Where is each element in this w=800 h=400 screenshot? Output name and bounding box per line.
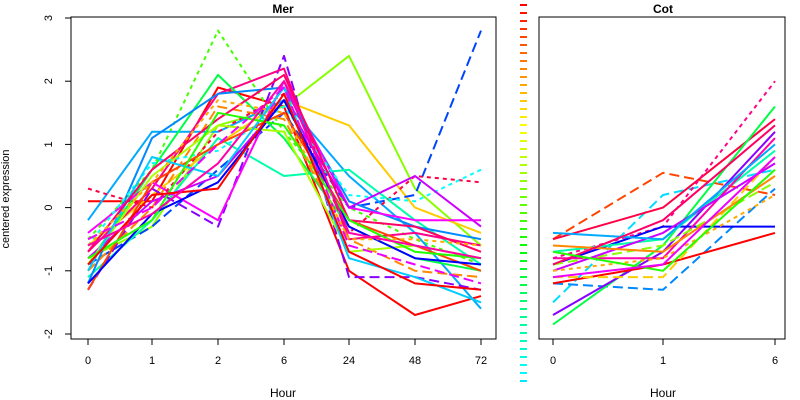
cot-title: Cot [653, 2, 673, 16]
cot-series-line-3 [552, 118, 776, 241]
x-tick-label: 2 [215, 355, 221, 367]
mer-series-line-14 [87, 105, 482, 247]
x-tick-label: 48 [409, 355, 421, 367]
cot-series-line-2 [552, 187, 776, 291]
cot-series-line-8 [552, 225, 775, 266]
mer-series-line-25 [87, 80, 482, 260]
cot-series-line-14 [552, 175, 776, 253]
mer-series-line-19 [87, 73, 482, 253]
mer-series-line-23 [87, 99, 482, 247]
mer-series-line-8 [87, 67, 482, 253]
cot-x-axis: 0 1 6 [550, 339, 778, 367]
mer-series-line-20 [87, 86, 482, 285]
mer-x-axis: 0 1 2 6 24 48 72 [85, 339, 487, 367]
y-tick-label: 0 [43, 205, 55, 211]
cot-series-line-19 [552, 156, 776, 279]
x-tick-label: 72 [475, 355, 487, 367]
cot-panel: Cot 0 1 6 Hour [538, 2, 786, 400]
mer-series-line-22 [87, 111, 482, 260]
cot-series-line-9 [553, 156, 776, 279]
mer-title: Mer [272, 2, 294, 16]
mer-series-line-10 [87, 105, 482, 279]
x-tick-label: 6 [281, 355, 287, 367]
mer-panel: Mer 0 1 2 6 24 48 72 -2 -1 0 1 2 3 Hour [43, 2, 497, 400]
y-axis-label: centered expression [0, 149, 12, 248]
cot-series-line-13 [552, 162, 776, 272]
y-tick-label: 3 [43, 15, 55, 21]
cot-series-line-18 [552, 168, 776, 272]
y-tick-label: 2 [43, 78, 55, 84]
cot-plot-frame [538, 16, 786, 340]
mer-series-line-6 [87, 137, 482, 278]
mer-series-line-24 [87, 92, 482, 291]
cot-series-line-15 [552, 143, 776, 241]
cot-series-group [552, 80, 776, 326]
x-tick-label: 0 [550, 355, 556, 367]
x-tick-label: 0 [85, 355, 91, 367]
mer-series-group [87, 29, 482, 316]
mer-x-axis-label: Hour [270, 386, 296, 400]
x-tick-label: 1 [660, 355, 666, 367]
cot-series-line-6 [552, 131, 776, 316]
y-tick-label: -1 [43, 266, 55, 276]
y-tick-label: 1 [43, 141, 55, 147]
x-tick-label: 6 [772, 355, 778, 367]
mer-y-axis: -2 -1 0 1 2 3 [43, 15, 71, 339]
y-tick-label: -2 [43, 329, 55, 339]
cot-series-line-16 [552, 124, 776, 266]
cot-x-axis-label: Hour [650, 386, 676, 400]
x-tick-label: 1 [149, 355, 155, 367]
cot-series-line-4 [552, 105, 776, 326]
x-tick-label: 24 [343, 355, 355, 367]
color-key-strip [520, 4, 527, 382]
